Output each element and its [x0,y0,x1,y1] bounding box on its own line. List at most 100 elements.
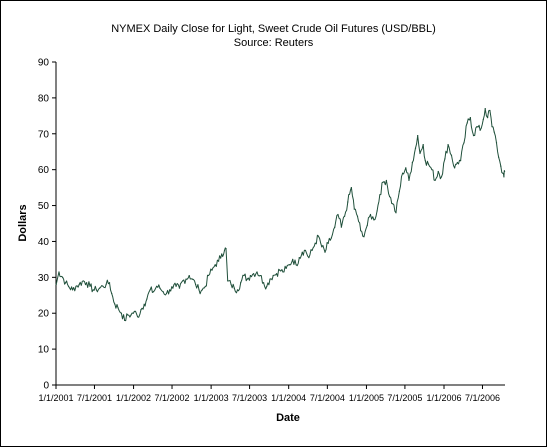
data-point [314,242,316,244]
data-point [498,156,500,158]
data-point [191,278,194,280]
data-point [249,274,252,277]
data-point [85,282,88,284]
data-point [295,264,297,266]
data-point [308,256,310,259]
x-tick-label: 7/1/2006 [465,393,500,403]
data-point [450,154,453,156]
data-point [469,117,471,119]
data-point [182,280,184,282]
data-point [152,291,155,293]
data-point [454,167,456,169]
data-point [495,142,498,144]
data-point [482,118,484,121]
x-tick-label: 1/1/2005 [349,393,384,403]
data-point [466,122,468,124]
y-tick-label: 90 [38,58,50,69]
x-tick-label: 7/1/2002 [154,393,189,403]
data-point [263,282,265,284]
y-tick-label: 10 [38,345,50,356]
data-point [223,249,226,252]
data-point [424,160,426,162]
data-point [503,170,506,173]
data-point [272,274,274,277]
data-point [67,285,70,287]
data-point [503,176,505,178]
data-point [198,289,200,291]
data-point [95,289,97,291]
x-tick-label: 1/1/2001 [38,393,73,403]
data-point [204,285,206,287]
data-point [120,312,123,314]
data-point [350,187,352,189]
y-tick-label: 70 [38,129,50,140]
x-tick-label: 7/1/2003 [232,393,267,403]
data-point [185,278,187,280]
data-point [401,172,404,174]
data-point [327,242,329,244]
data-point [489,109,491,112]
data-point [61,276,64,278]
data-point [233,287,235,289]
data-point [298,256,300,259]
y-tick-label: 60 [38,165,50,176]
x-axis-title: Date [276,412,300,424]
data-point [58,271,60,273]
data-point [479,129,481,131]
data-point [493,131,495,133]
data-point [102,285,104,287]
data-point [472,134,475,137]
data-point [434,179,436,182]
data-point [417,134,419,137]
data-point [221,253,223,255]
data-point [98,287,101,289]
data-point [133,310,136,313]
data-point [195,283,197,286]
data-point [259,274,261,277]
x-tick-label: 1/1/2004 [271,393,306,403]
data-point [321,246,323,248]
data-point [395,212,397,214]
y-tick-label: 20 [38,309,50,320]
price-series-line [55,108,506,322]
data-point [324,251,326,253]
data-point [317,235,320,237]
data-point [201,289,203,291]
data-point [71,289,74,291]
data-point [227,280,229,282]
data-point [285,267,287,269]
data-point [240,282,242,284]
data-point [366,224,368,226]
data-point [484,108,486,110]
data-point [117,307,119,309]
data-point [236,289,239,291]
data-point [130,314,132,316]
data-point [288,264,291,266]
data-point [376,210,378,212]
data-point [114,303,116,305]
data-point [311,249,313,252]
data-point [124,319,126,321]
y-tick-label: 40 [38,237,50,248]
data-point [156,285,158,287]
data-point [411,161,413,164]
data-point [340,226,342,228]
x-tick-label: 7/1/2001 [77,393,112,403]
data-point [143,303,145,305]
data-point [356,215,359,217]
data-point [382,181,384,183]
data-point [440,176,443,178]
chart-title: NYMEX Daily Close for Light, Sweet Crude… [111,23,436,35]
data-point [379,194,381,196]
data-point [211,269,213,271]
data-point [353,208,355,210]
data-point [330,237,332,239]
data-point [282,271,284,273]
data-point [105,283,107,286]
data-point [275,273,278,275]
data-point [422,143,424,146]
data-point [111,292,113,295]
chart-subtitle: Source: Reuters [233,37,314,49]
data-point [146,298,148,300]
